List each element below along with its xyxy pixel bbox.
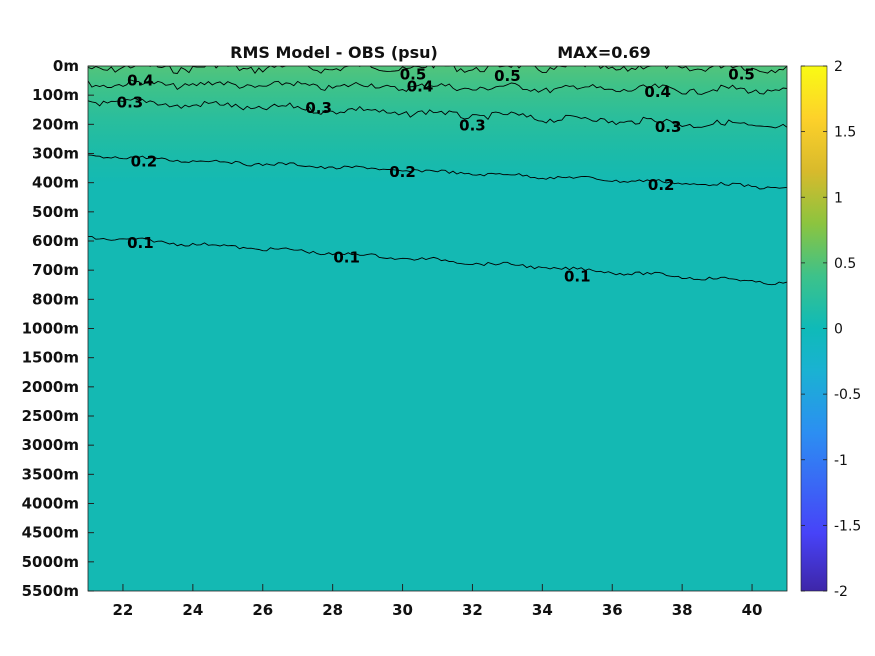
x-axis-ticks: 22 24 26 28 30 32 34 36 38 40 xyxy=(113,584,763,619)
colorbar-tick-label: -1 xyxy=(834,453,848,469)
contour-label: 0.5 xyxy=(494,67,521,85)
colorbar-tick-label: 1 xyxy=(834,190,843,206)
x-tick-label: 36 xyxy=(602,601,623,619)
colorbar-tick-label: -0.5 xyxy=(834,387,861,403)
contour-label: 0.4 xyxy=(407,77,434,95)
contour-label: 0.2 xyxy=(389,163,416,181)
contour-label: 0.1 xyxy=(127,234,154,252)
contour-line-0.2 xyxy=(88,154,787,190)
x-tick-label: 24 xyxy=(182,601,203,619)
max-value-label: MAX=0.69 xyxy=(557,43,651,62)
x-tick-label: 30 xyxy=(392,601,413,619)
heatmap-upper-field xyxy=(88,66,787,326)
contour-label: 0.3 xyxy=(117,93,144,111)
x-tick-label: 28 xyxy=(322,601,343,619)
y-tick-label: 800m xyxy=(32,290,79,308)
contour-label: 0.5 xyxy=(400,66,427,84)
y-tick-label: 500m xyxy=(32,203,79,221)
colorbar-ticks: 2 1.5 1 0.5 0 -0.5 -1 -1.5 -2 xyxy=(801,59,861,600)
colorbar-tick-label: 0.5 xyxy=(834,256,856,272)
y-axis-ticks: 0m 100m 200m 300m 400m 500m 600m 700m 800m 1000m 1… xyxy=(22,57,94,600)
contour-line-0.3 xyxy=(88,97,787,129)
contour-label: 0.4 xyxy=(644,83,671,101)
contour-label: 0.3 xyxy=(655,118,682,136)
x-tick-label: 26 xyxy=(252,601,273,619)
contour-label: 0.1 xyxy=(333,248,360,266)
contour-label: 0.5 xyxy=(728,66,755,84)
y-tick-label: 3000m xyxy=(22,436,79,454)
contour-labels: 0.4 0.5 0.5 0.50.4 0.40.3 0.30.3 0.30.20.20.20… xyxy=(117,66,755,286)
y-tick-label: 200m xyxy=(32,115,79,133)
contour-lines xyxy=(88,66,787,286)
y-tick-label: 0m xyxy=(53,57,79,75)
y-tick-label: 1000m xyxy=(22,320,79,338)
y-tick-label: 5500m xyxy=(22,582,79,600)
contour-label: 0.2 xyxy=(131,153,158,171)
colorbar: 2 1.5 1 0.5 0 -0.5 -1 -1.5 -2 xyxy=(800,59,861,600)
contour-label: 0.1 xyxy=(564,267,591,285)
contour-line-0.4 xyxy=(88,79,787,95)
x-tick-label: 32 xyxy=(462,601,483,619)
contour-label: 0.3 xyxy=(459,116,486,134)
y-tick-label: 4000m xyxy=(22,495,79,513)
x-tick-label: 38 xyxy=(672,601,693,619)
y-tick-label: 600m xyxy=(32,232,79,250)
y-tick-label: 400m xyxy=(32,174,79,192)
colorbar-tick-label: 0 xyxy=(834,322,843,338)
colorbar-tick-label: 2 xyxy=(834,59,843,75)
contour-label: 0.3 xyxy=(305,99,332,117)
contour-label: 0.4 xyxy=(127,72,154,90)
x-tick-label: 40 xyxy=(742,601,763,619)
colorbar-tick-label: 1.5 xyxy=(834,125,856,141)
colorbar-tick-label: -2 xyxy=(834,584,848,600)
y-tick-label: 5000m xyxy=(22,553,79,571)
plot-area: 0.4 0.5 0.5 0.50.4 0.40.3 0.30.3 0.30.20.20.20… xyxy=(88,66,787,591)
y-tick-label: 300m xyxy=(32,145,79,163)
colorbar-tick-label: -1.5 xyxy=(834,518,861,534)
x-tick-label: 22 xyxy=(113,601,134,619)
x-tick-label: 34 xyxy=(532,601,553,619)
chart-title: RMS Model - OBS (psu) xyxy=(230,43,438,62)
y-tick-label: 2000m xyxy=(22,378,79,396)
y-tick-label: 100m xyxy=(32,86,79,104)
y-tick-label: 700m xyxy=(32,261,79,279)
y-tick-label: 1500m xyxy=(22,349,79,367)
contour-line-0.5 xyxy=(88,66,787,74)
contour-label: 0.2 xyxy=(648,176,675,194)
contour-line-0.1 xyxy=(88,235,787,286)
y-tick-label: 3500m xyxy=(22,465,79,483)
y-tick-label: 4500m xyxy=(22,524,79,542)
y-tick-label: 2500m xyxy=(22,407,79,425)
